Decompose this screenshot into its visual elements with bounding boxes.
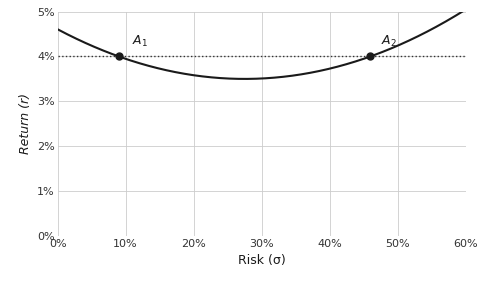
- Text: $A_1$: $A_1$: [132, 34, 148, 49]
- Text: $A_2$: $A_2$: [381, 34, 396, 49]
- X-axis label: Risk (σ): Risk (σ): [238, 255, 286, 268]
- Point: [115, 54, 122, 59]
- Y-axis label: Return (r): Return (r): [19, 93, 32, 154]
- Point: [367, 54, 374, 59]
